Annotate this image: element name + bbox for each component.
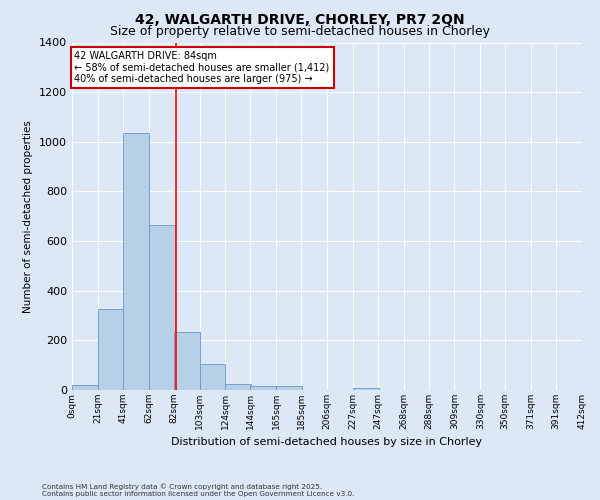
Text: 42 WALGARTH DRIVE: 84sqm
← 58% of semi-detached houses are smaller (1,412)
40% o: 42 WALGARTH DRIVE: 84sqm ← 58% of semi-d… <box>74 51 330 84</box>
Bar <box>250 386 276 390</box>
X-axis label: Distribution of semi-detached houses by size in Chorley: Distribution of semi-detached houses by … <box>172 438 482 448</box>
Bar <box>173 332 199 390</box>
Bar <box>149 225 175 390</box>
Text: Contains HM Land Registry data © Crown copyright and database right 2025.: Contains HM Land Registry data © Crown c… <box>42 484 322 490</box>
Bar <box>72 385 98 390</box>
Bar <box>98 310 124 390</box>
Bar <box>276 386 302 390</box>
Bar <box>199 364 226 390</box>
Text: Contains public sector information licensed under the Open Government Licence v3: Contains public sector information licen… <box>42 491 355 497</box>
Bar <box>123 133 149 390</box>
Bar <box>226 384 251 390</box>
Y-axis label: Number of semi-detached properties: Number of semi-detached properties <box>23 120 34 312</box>
Text: Size of property relative to semi-detached houses in Chorley: Size of property relative to semi-detach… <box>110 25 490 38</box>
Bar <box>353 388 379 390</box>
Text: 42, WALGARTH DRIVE, CHORLEY, PR7 2QN: 42, WALGARTH DRIVE, CHORLEY, PR7 2QN <box>135 12 465 26</box>
